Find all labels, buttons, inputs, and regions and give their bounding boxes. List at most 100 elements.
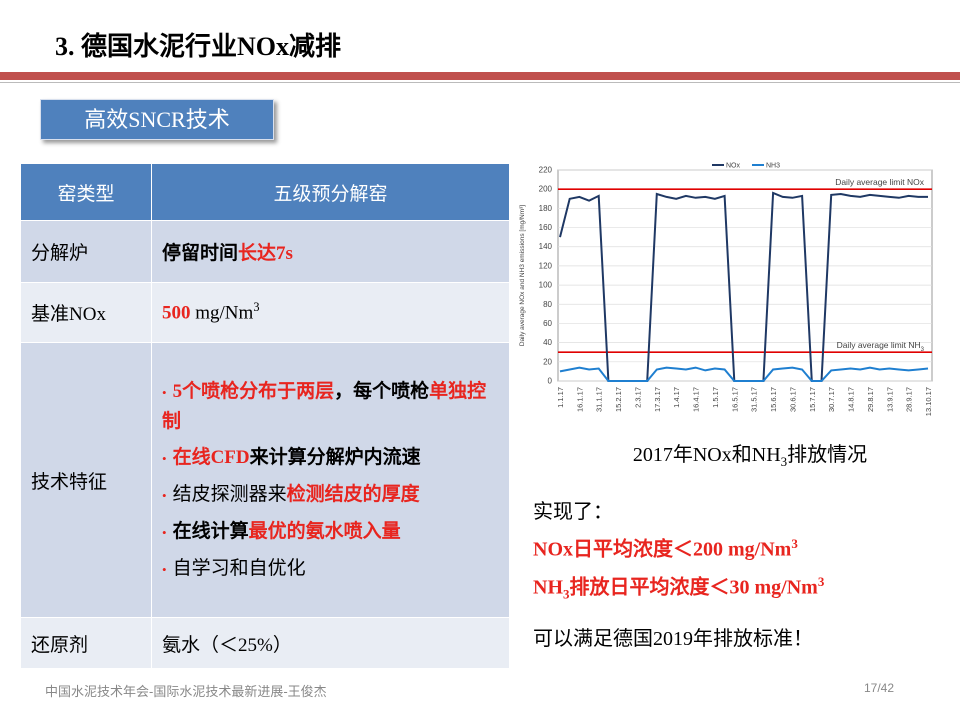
header-row: 窑类型 五级预分解窑 bbox=[20, 163, 510, 221]
row-content: 氨水（＜25%） bbox=[151, 617, 510, 669]
text-run: NOx日平均浓度＜200 mg/Nm bbox=[533, 538, 792, 561]
row-content: 停留时间长达7s bbox=[151, 220, 510, 283]
text-run: NH bbox=[533, 576, 563, 599]
legend-label: NOx bbox=[726, 163, 741, 170]
table-row: 技术特征 • 5个喷枪分布于两层，每个喷枪单独控制 • 在线CFD来计算分解炉内流速 • 结… bbox=[20, 342, 510, 618]
y-tick-label: 140 bbox=[539, 242, 553, 251]
x-tick-label: 16.5.17 bbox=[730, 387, 739, 412]
bullet-item: • 在线CFD来计算分解炉内流速 bbox=[162, 443, 499, 473]
text-run: 3 bbox=[563, 586, 570, 602]
y-axis-label: Daily average NOx and NH3 emissions [mg/… bbox=[519, 205, 526, 346]
x-tick-label: 31.5.17 bbox=[750, 387, 759, 412]
bullet: • bbox=[162, 450, 167, 466]
text-run: ，每个喷枪 bbox=[334, 380, 430, 402]
text-run: 3 bbox=[780, 454, 788, 469]
bullet: • bbox=[162, 384, 167, 400]
header-cell: 五级预分解窑 bbox=[151, 163, 510, 221]
x-tick-label: 15.2.17 bbox=[614, 387, 623, 412]
y-tick-label: 20 bbox=[543, 357, 552, 366]
text-run: 500 bbox=[162, 302, 191, 324]
table-row: 分解炉 停留时间长达7s bbox=[20, 220, 510, 283]
summary: 实现了： NOx日平均浓度＜200 mg/Nm3 NH3排放日平均浓度＜30 mg/… bbox=[533, 497, 824, 609]
bullet-item: • 在线计算最优的氨水喷入量 bbox=[162, 517, 499, 547]
text-run: 自学习和自优化 bbox=[172, 557, 306, 579]
x-tick-label: 16.4.17 bbox=[692, 387, 701, 412]
slide-title: 3. 德国水泥行业NOx减排 bbox=[55, 32, 342, 61]
y-tick-label: 40 bbox=[543, 338, 552, 347]
bullet-item: • 结皮探测器来检测结皮的厚度 bbox=[162, 480, 499, 510]
x-tick-label: 13.10.17 bbox=[924, 387, 933, 416]
y-tick-label: 100 bbox=[539, 281, 553, 290]
summary-line: NOx日平均浓度＜200 mg/Nm3 bbox=[533, 528, 824, 566]
y-tick-label: 120 bbox=[539, 261, 553, 270]
y-tick-label: 80 bbox=[543, 300, 552, 309]
chart: Daily average NOx and NH3 emissions [mg/… bbox=[519, 163, 933, 417]
x-tick-label: 29.8.17 bbox=[866, 387, 875, 412]
legend-label: NH3 bbox=[766, 163, 780, 170]
text-run: 单独控制 bbox=[162, 380, 487, 432]
x-tick-label: 30.7.17 bbox=[827, 387, 836, 412]
y-tick-label: 200 bbox=[539, 185, 553, 194]
y-tick-label: 60 bbox=[543, 319, 552, 328]
y-tick-label: 220 bbox=[539, 166, 553, 175]
x-tick-label: 13.9.17 bbox=[885, 387, 894, 412]
title-rule-thin bbox=[0, 82, 960, 83]
bullet: • bbox=[162, 487, 167, 503]
bullet-item: • 自学习和自优化 bbox=[162, 554, 499, 584]
row-label: 基准NOx bbox=[20, 282, 152, 343]
x-tick-label: 30.6.17 bbox=[788, 387, 797, 412]
x-tick-label: 16.1.17 bbox=[575, 387, 584, 412]
text-run: 最优的氨水喷入量 bbox=[248, 520, 401, 542]
bullet: • bbox=[162, 561, 167, 577]
section-badge: 高效SNCR技术 bbox=[40, 99, 274, 140]
text-run: Daily average limit NOx bbox=[835, 177, 925, 187]
x-tick-label: 1.4.17 bbox=[672, 387, 681, 408]
row-label: 还原剂 bbox=[20, 617, 152, 669]
y-tick-label: 160 bbox=[539, 223, 553, 232]
bullet-item: • 5个喷枪分布于两层，每个喷枪单独控制 bbox=[162, 377, 499, 436]
text-run: 3 bbox=[921, 347, 925, 353]
text-run: 3 bbox=[253, 300, 260, 315]
x-tick-label: 15.7.17 bbox=[808, 387, 817, 412]
page-number: 17/42 bbox=[864, 681, 895, 695]
text-run: 5个喷枪分布于两层 bbox=[172, 380, 335, 402]
text-run: 排放情况 bbox=[787, 444, 868, 466]
text-run: 在线计算 bbox=[172, 520, 249, 542]
reference-label: Daily average limit NH3 bbox=[837, 340, 925, 353]
x-tick-label: 2.3.17 bbox=[633, 387, 642, 408]
text-run: 长达7s bbox=[238, 243, 293, 264]
x-tick-label: 1.5.17 bbox=[711, 387, 720, 408]
text-run: 2017年NOx和NH bbox=[632, 444, 781, 466]
chart-caption: 2017年NOx和NH3排放情况 bbox=[515, 438, 960, 470]
summary-heading: 实现了： bbox=[533, 501, 613, 523]
bullet-list: • 5个喷枪分布于两层，每个喷枪单独控制 • 在线CFD来计算分解炉内流速 • 结皮探测器… bbox=[162, 377, 499, 584]
row-label: 分解炉 bbox=[20, 220, 152, 283]
conclusion: 可以满足德国2019年排放标准！ bbox=[533, 628, 813, 650]
footer: 中国水泥技术年会-国际水泥技术最新进展-王俊杰 bbox=[45, 684, 327, 699]
reference-label: Daily average limit NOx bbox=[835, 177, 925, 187]
header-cell: 窑类型 bbox=[20, 163, 152, 221]
text-run: 来计算分解炉内流速 bbox=[249, 446, 421, 468]
x-tick-label: 1.1.17 bbox=[556, 387, 565, 408]
table-row: 基准NOx 500 mg/Nm3 bbox=[20, 282, 510, 343]
summary-line: NH3排放日平均浓度＜30 mg/Nm3 bbox=[533, 566, 824, 610]
x-tick-label: 31.1.17 bbox=[595, 387, 604, 412]
row-label: 技术特征 bbox=[20, 342, 152, 618]
x-tick-label: 14.8.17 bbox=[847, 387, 856, 412]
title-rule bbox=[0, 72, 960, 80]
x-tick-label: 15.6.17 bbox=[769, 387, 778, 412]
text-run: Daily average limit NH bbox=[837, 340, 921, 350]
text-run: 排放日平均浓度＜30 mg/Nm bbox=[569, 576, 818, 599]
text-run: 3 bbox=[817, 573, 825, 589]
text-run: mg/Nm bbox=[190, 302, 254, 324]
table-row: 还原剂 氨水（＜25%） bbox=[20, 617, 510, 669]
row-content: • 5个喷枪分布于两层，每个喷枪单独控制 • 在线CFD来计算分解炉内流速 • 结皮探测器… bbox=[151, 342, 510, 618]
text-run: 结皮探测器来 bbox=[172, 483, 287, 505]
row-content: 500 mg/Nm3 bbox=[151, 282, 510, 343]
y-tick-label: 0 bbox=[548, 377, 553, 386]
text-run: 在线CFD bbox=[172, 446, 250, 468]
text-run: 停留时间 bbox=[162, 243, 239, 264]
x-tick-label: 28.9.17 bbox=[905, 387, 914, 412]
text-run: 检测结皮的厚度 bbox=[286, 483, 420, 505]
